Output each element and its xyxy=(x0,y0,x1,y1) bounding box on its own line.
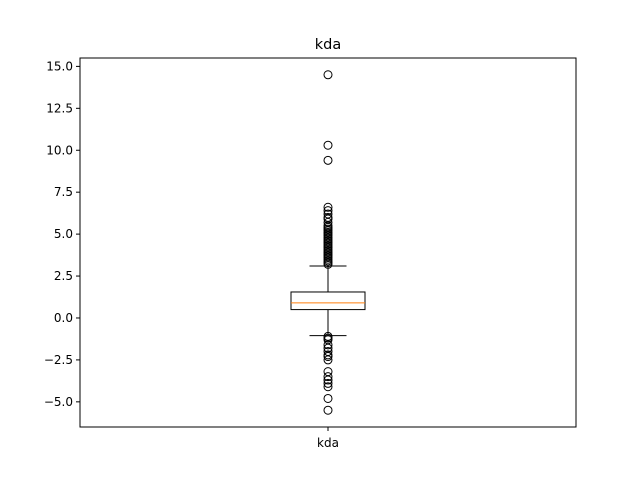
plot-area xyxy=(290,70,366,415)
outlier-point xyxy=(323,140,333,150)
y-tick-label: 10.0 xyxy=(46,143,73,157)
outlier-point xyxy=(323,70,333,80)
x-tick-label: kda xyxy=(317,436,339,450)
outlier-point xyxy=(323,378,333,388)
axes-frame xyxy=(79,57,577,428)
outlier-point xyxy=(323,202,333,212)
iqr-box xyxy=(290,291,366,311)
outlier-point xyxy=(323,375,333,385)
y-tick-label: 12.5 xyxy=(46,101,73,115)
outlier-point xyxy=(323,155,333,165)
outlier-point xyxy=(323,372,333,382)
outlier-point xyxy=(323,393,333,403)
y-tick-label: 7.5 xyxy=(54,185,73,199)
y-tick-label: −2.5 xyxy=(44,353,73,367)
y-tick-label: 5.0 xyxy=(54,227,73,241)
x-axis: kda xyxy=(317,427,339,450)
outlier-point xyxy=(323,352,333,362)
y-tick-label: 15.0 xyxy=(46,59,73,73)
outlier-point xyxy=(323,355,333,365)
y-tick-label: 0.0 xyxy=(54,311,73,325)
y-tick-label: −5.0 xyxy=(44,395,73,409)
outlier-point xyxy=(323,405,333,415)
y-axis: −5.0 −2.5 0.0 2.5 5.0 7.5 10.0 12.5 15.0 xyxy=(44,59,80,409)
y-tick-label: 2.5 xyxy=(54,269,73,283)
chart-title: kda xyxy=(315,37,342,53)
outlier-point xyxy=(323,382,333,392)
outlier-point xyxy=(323,259,333,269)
outlier-point xyxy=(323,340,333,350)
